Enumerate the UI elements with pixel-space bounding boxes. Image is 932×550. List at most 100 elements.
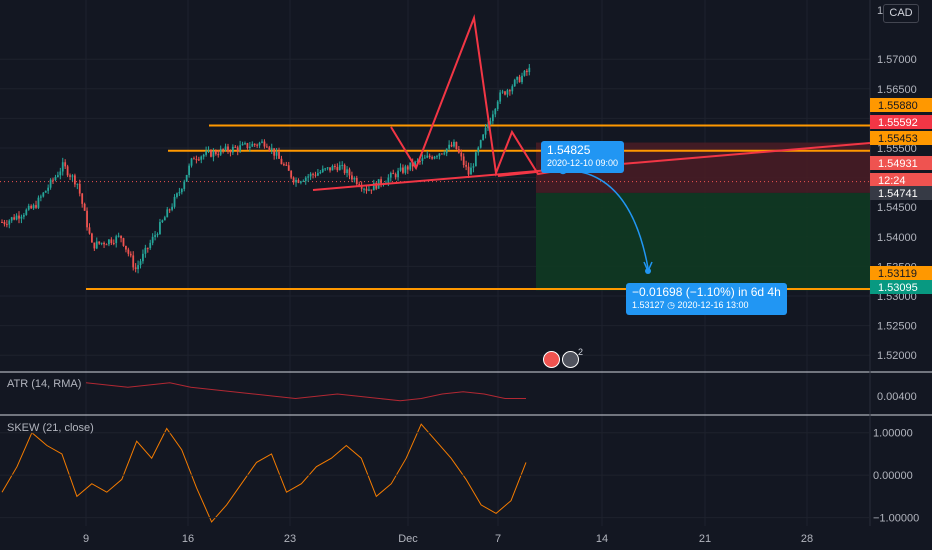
currency-badge[interactable]: CAD (883, 4, 919, 23)
candle-body (380, 179, 382, 185)
candle-body (326, 167, 329, 169)
candle-body (241, 143, 244, 146)
candle-body (207, 150, 210, 152)
event-markers[interactable]: 2 (543, 347, 585, 368)
candle-body (314, 174, 317, 176)
candle-body (275, 152, 278, 156)
target-zone (536, 192, 870, 291)
candle-body (244, 143, 246, 145)
candle-body (86, 210, 88, 228)
candle-body (508, 90, 511, 92)
candle-body (30, 205, 33, 209)
skew-title[interactable]: SKEW (21, close) (7, 422, 94, 434)
candle-body (142, 253, 144, 262)
atr-title[interactable]: ATR (14, RMA) (7, 378, 82, 390)
candle-body (319, 171, 322, 174)
candle-body (219, 148, 222, 155)
projection-price: 1.53127 (632, 300, 665, 310)
price-tag-stop (870, 115, 932, 129)
candle-body (42, 192, 45, 197)
candle-body (115, 236, 118, 244)
candle-body (421, 158, 424, 161)
candle-body (477, 147, 480, 153)
time-tick-label: 23 (284, 533, 296, 545)
candle-body (436, 156, 438, 158)
candle-body (494, 108, 497, 115)
skew-line (1, 423, 527, 523)
candle-body (295, 179, 297, 183)
candle-body (273, 148, 276, 156)
canada-flag-icon[interactable] (543, 351, 560, 368)
candle-body (224, 146, 227, 151)
price-tick-label: 1.54500 (877, 202, 917, 214)
candle-body (76, 183, 79, 185)
candle-body (411, 162, 414, 167)
candle-body (482, 134, 485, 141)
candle-body (108, 239, 110, 245)
candle-body (375, 182, 378, 189)
candle-body (287, 165, 290, 171)
globe-icon[interactable] (562, 351, 579, 368)
candle-body (205, 151, 208, 155)
price-tag-label: 1.53119 (878, 268, 917, 280)
candle-body (253, 143, 256, 145)
projection-change: −0.01698 (−1.10%) in 6d 4h (632, 285, 781, 299)
candle-body (100, 242, 103, 244)
candle-body (134, 267, 137, 270)
candle-body (95, 241, 98, 249)
candle-body (426, 155, 429, 158)
candle-body (222, 148, 225, 151)
candle-body (248, 146, 251, 148)
candle-body (334, 165, 336, 168)
candle-body (125, 245, 127, 250)
candle-body (190, 158, 193, 166)
candle-body (168, 209, 171, 211)
candle-body (343, 164, 346, 174)
candle-body (501, 91, 504, 93)
price-tag-label: 1.53095 (878, 282, 918, 294)
candle-body (161, 220, 164, 223)
candle-body (39, 196, 42, 198)
candle-body (302, 180, 305, 182)
candle-body (460, 152, 463, 157)
candle-body (392, 173, 395, 175)
projection-detail: 1.53127 ◷ 2020-12-16 13:00 (632, 299, 781, 312)
candle-body (54, 176, 57, 181)
candle-body (35, 205, 37, 208)
entry-time: 2020-12-10 09:00 (547, 158, 619, 168)
candle-body (525, 70, 528, 73)
candle-body (433, 156, 436, 159)
candle-body (18, 215, 20, 219)
candle-body (180, 188, 183, 193)
candlestick-series (1, 64, 531, 274)
atr-tick-label: 0.00400 (877, 391, 917, 403)
candle-body (491, 114, 494, 122)
candle-body (336, 167, 339, 171)
candle-body (91, 233, 93, 243)
candle-body (487, 124, 489, 128)
entry-price: 1.54825 (547, 143, 591, 157)
candle-body (103, 242, 105, 245)
candle-body (394, 174, 397, 178)
candle-body (8, 220, 11, 225)
candle-body (178, 192, 181, 194)
candle-body (292, 177, 295, 183)
candle-body (229, 151, 232, 153)
candle-body (217, 154, 220, 156)
candle-body (246, 143, 249, 148)
candle-body (183, 181, 186, 189)
time-tick-label: 9 (83, 533, 89, 545)
candle-body (268, 147, 271, 150)
time-tick-label: 14 (596, 533, 608, 545)
candle-body (15, 215, 18, 220)
candle-body (489, 121, 492, 125)
candle-body (324, 168, 327, 170)
price-tags: 1.55880 1.55592 1.55453 1.54931 12:241.54741… (870, 98, 932, 294)
candle-body (32, 205, 35, 209)
candle-body (516, 76, 519, 80)
candle-body (358, 184, 361, 187)
candle-body (329, 167, 331, 171)
candle-body (69, 175, 71, 177)
candle-body (346, 169, 348, 174)
